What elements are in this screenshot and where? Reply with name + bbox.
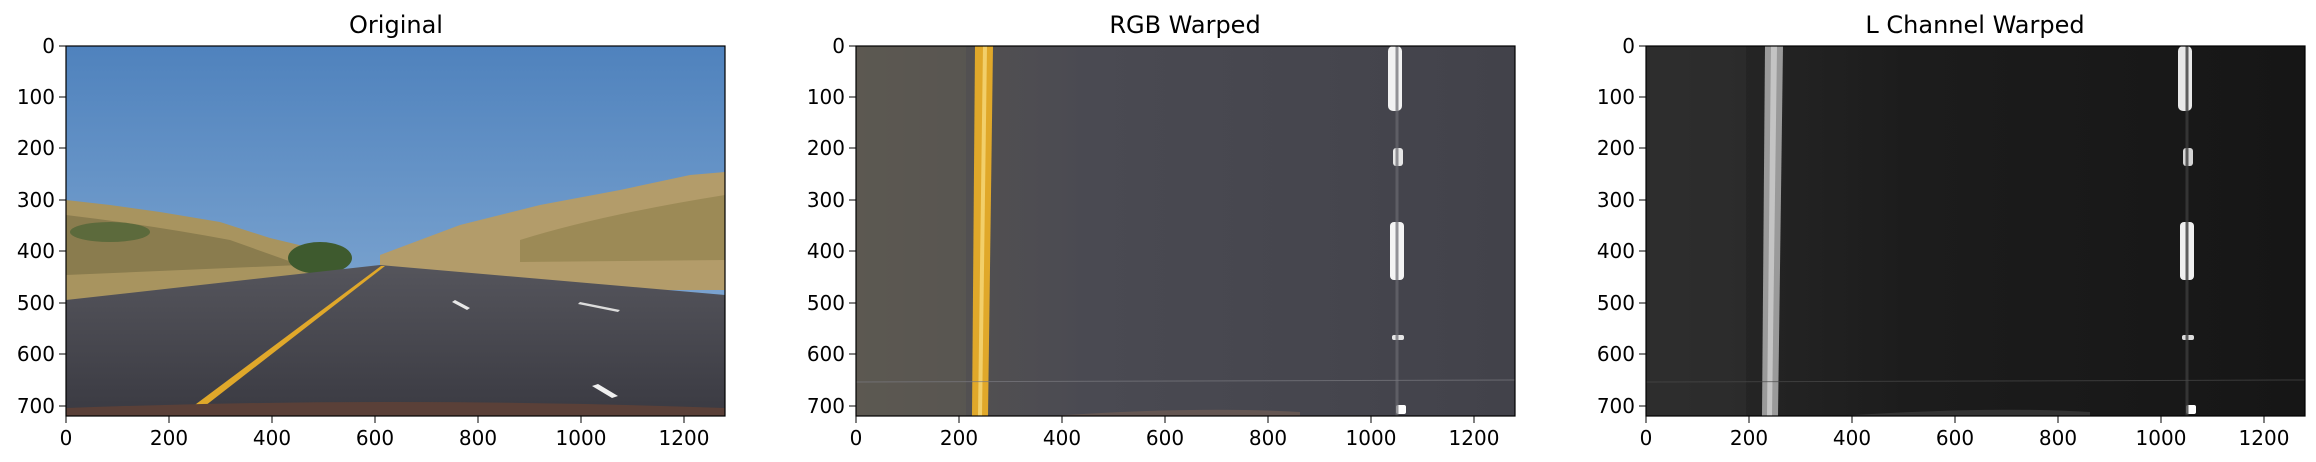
y-tick-label: 500 [1597, 291, 1635, 315]
x-tick-label: 1200 [1449, 426, 1500, 450]
road-birds-eye-l-channel [1645, 46, 2306, 416]
y-tick-label: 500 [17, 291, 55, 315]
x-tick-label: 600 [1146, 426, 1184, 450]
y-tick-label: 500 [807, 291, 845, 315]
y-tick-label: 200 [17, 136, 55, 160]
y-tick-label: 400 [17, 239, 55, 263]
x-axis: 0 200 400 600 800 1000 1200 [60, 416, 710, 450]
y-tick-label: 100 [1597, 85, 1635, 109]
y-tick-label: 0 [1622, 34, 1635, 58]
y-tick-label: 200 [807, 136, 845, 160]
y-axis: 0 100 200 300 400 500 600 700 [1597, 34, 1646, 418]
x-tick-label: 600 [1936, 426, 1974, 450]
axes-frame [1645, 45, 2306, 417]
road-birds-eye-rgb [855, 46, 1516, 416]
panel-rgb-warped: RGB Warped 0 200 [807, 11, 1516, 450]
x-axis: 0 200 400 600 800 1000 1200 [1640, 416, 2290, 450]
panel-title: L Channel Warped [1865, 11, 2084, 39]
y-tick-label: 600 [807, 342, 845, 366]
x-tick-label: 1200 [659, 426, 710, 450]
y-tick-label: 400 [1597, 239, 1635, 263]
x-tick-label: 1000 [2136, 426, 2187, 450]
y-tick-label: 600 [17, 342, 55, 366]
x-tick-label: 1200 [2239, 426, 2290, 450]
y-tick-label: 700 [1597, 394, 1635, 418]
x-axis: 0 200 400 600 800 1000 1200 [850, 416, 1500, 450]
y-tick-label: 400 [807, 239, 845, 263]
x-tick-label: 0 [60, 426, 73, 450]
x-tick-label: 600 [356, 426, 394, 450]
y-axis: 0 100 200 300 400 500 600 700 [17, 34, 66, 418]
y-tick-label: 300 [807, 188, 845, 212]
y-tick-label: 300 [17, 188, 55, 212]
y-tick-label: 0 [42, 34, 55, 58]
panel-title: Original [349, 11, 443, 39]
y-tick-label: 200 [1597, 136, 1635, 160]
y-axis: 0 100 200 300 400 500 600 700 [807, 34, 856, 418]
x-tick-label: 0 [1640, 426, 1653, 450]
y-tick-label: 300 [1597, 188, 1635, 212]
y-tick-label: 100 [17, 85, 55, 109]
x-tick-label: 1000 [556, 426, 607, 450]
x-tick-label: 200 [150, 426, 188, 450]
panel-original: Original [17, 11, 726, 450]
panel-title: RGB Warped [1109, 11, 1260, 39]
road-photo-original [66, 46, 725, 416]
y-tick-label: 100 [807, 85, 845, 109]
x-tick-label: 400 [1833, 426, 1871, 450]
x-tick-label: 1000 [1346, 426, 1397, 450]
x-tick-label: 200 [940, 426, 978, 450]
y-tick-label: 600 [1597, 342, 1635, 366]
x-tick-label: 800 [459, 426, 497, 450]
y-tick-label: 700 [17, 394, 55, 418]
x-tick-label: 800 [1249, 426, 1287, 450]
x-tick-label: 800 [2039, 426, 2077, 450]
x-tick-label: 400 [1043, 426, 1081, 450]
y-tick-label: 700 [807, 394, 845, 418]
axes-frame [855, 45, 1516, 417]
axes-frame [65, 45, 726, 417]
x-tick-label: 0 [850, 426, 863, 450]
x-tick-label: 400 [253, 426, 291, 450]
y-tick-label: 0 [832, 34, 845, 58]
panel-l-channel-warped: L Channel Warped 0 200 400 [1597, 11, 2306, 450]
x-tick-label: 200 [1730, 426, 1768, 450]
